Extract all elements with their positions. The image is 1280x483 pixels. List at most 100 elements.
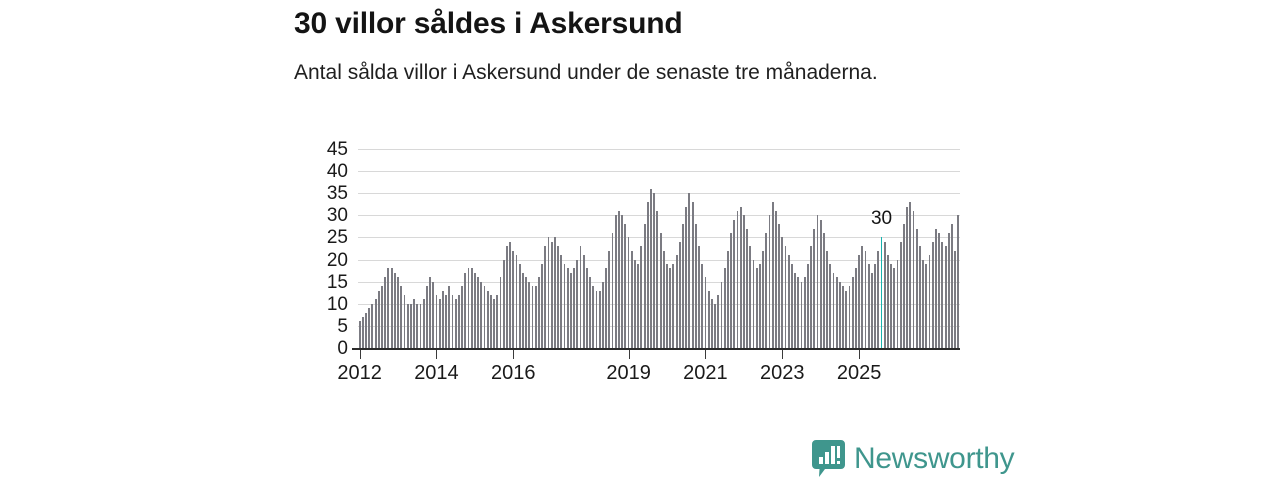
bar	[749, 246, 752, 348]
highlight-value-label: 30	[870, 208, 893, 230]
bar	[515, 255, 518, 348]
bar	[899, 241, 902, 348]
bar	[819, 219, 822, 348]
gridline	[358, 171, 960, 173]
bar	[739, 206, 742, 348]
bar	[762, 250, 764, 348]
bar	[499, 277, 502, 348]
bar	[489, 294, 492, 348]
bar	[454, 299, 457, 348]
bar	[666, 263, 668, 348]
bar	[822, 233, 825, 348]
bar	[570, 272, 572, 348]
bar	[941, 241, 944, 348]
bar	[541, 263, 544, 348]
bar	[829, 263, 832, 348]
bar	[656, 210, 659, 348]
bar	[714, 303, 716, 348]
bar	[758, 263, 761, 348]
bar	[954, 250, 957, 348]
bar	[874, 263, 877, 348]
bar	[845, 290, 848, 348]
bar	[419, 303, 422, 348]
bar	[922, 259, 925, 348]
bar	[787, 255, 790, 348]
bar	[944, 246, 947, 348]
x-axis-tick	[859, 350, 861, 359]
bar	[448, 286, 451, 348]
x-axis-tick-label: 2016	[491, 362, 536, 384]
x-axis-tick-label: 2025	[836, 362, 882, 384]
bar	[717, 294, 720, 348]
bar	[358, 321, 361, 348]
bar	[838, 281, 841, 348]
bar	[381, 286, 383, 348]
bar	[496, 294, 499, 348]
gridline	[358, 193, 960, 195]
bar	[374, 299, 377, 348]
bar	[947, 233, 950, 348]
bar-highlighted	[880, 237, 883, 348]
bar	[432, 281, 435, 348]
bar	[634, 259, 636, 348]
y-axis-tick-label: 40	[326, 161, 348, 183]
bar	[643, 224, 646, 348]
bar	[365, 312, 367, 348]
bar	[438, 299, 441, 348]
bar	[509, 241, 512, 348]
bar	[752, 259, 755, 348]
bar	[630, 250, 633, 348]
bar	[682, 224, 684, 348]
bar	[586, 268, 588, 348]
bar	[486, 290, 489, 348]
bar-chart: 0 5 10 15 20 25 30 35 40 45 30 2012 2014 2016 2019 2021…	[294, 140, 974, 390]
bar	[746, 228, 748, 348]
bar	[685, 206, 688, 348]
bar	[733, 219, 736, 348]
bar	[925, 263, 928, 348]
bar	[371, 303, 374, 348]
bar	[806, 263, 809, 348]
bar	[909, 202, 912, 348]
bar	[550, 241, 553, 348]
bar	[441, 290, 444, 348]
y-axis-tick-label: 20	[326, 249, 348, 271]
x-axis-tick-label: 2021	[683, 362, 728, 384]
bar	[851, 277, 854, 348]
x-axis-tick	[705, 350, 707, 359]
bar	[646, 202, 649, 348]
bar	[669, 268, 672, 348]
newsworthy-bar-chart-bubble-icon	[812, 440, 845, 478]
bar	[390, 268, 393, 348]
x-axis-tick-label: 2012	[337, 362, 382, 384]
bar	[771, 202, 774, 348]
bar	[957, 215, 960, 348]
bar	[579, 246, 582, 348]
bar	[547, 237, 550, 348]
bar	[736, 210, 739, 348]
bar	[662, 250, 665, 348]
newsworthy-logo[interactable]: Newsworthy	[812, 440, 1015, 478]
bar	[906, 206, 909, 348]
bar	[816, 215, 819, 348]
bar	[765, 233, 768, 348]
bar	[835, 277, 838, 348]
bar	[521, 272, 524, 348]
bar	[778, 224, 780, 348]
bar	[451, 294, 454, 348]
bar	[605, 268, 608, 348]
bar	[688, 193, 691, 348]
bar	[406, 303, 409, 348]
bar	[534, 286, 537, 348]
bar	[566, 268, 569, 348]
bar	[368, 308, 371, 348]
bar	[473, 272, 476, 348]
bar	[637, 263, 640, 348]
bar	[518, 263, 521, 348]
bar	[480, 281, 483, 348]
bar	[858, 255, 861, 348]
bar	[403, 294, 406, 348]
y-axis-tick-label: 10	[326, 293, 348, 315]
bar	[361, 317, 364, 348]
bar	[928, 255, 931, 348]
